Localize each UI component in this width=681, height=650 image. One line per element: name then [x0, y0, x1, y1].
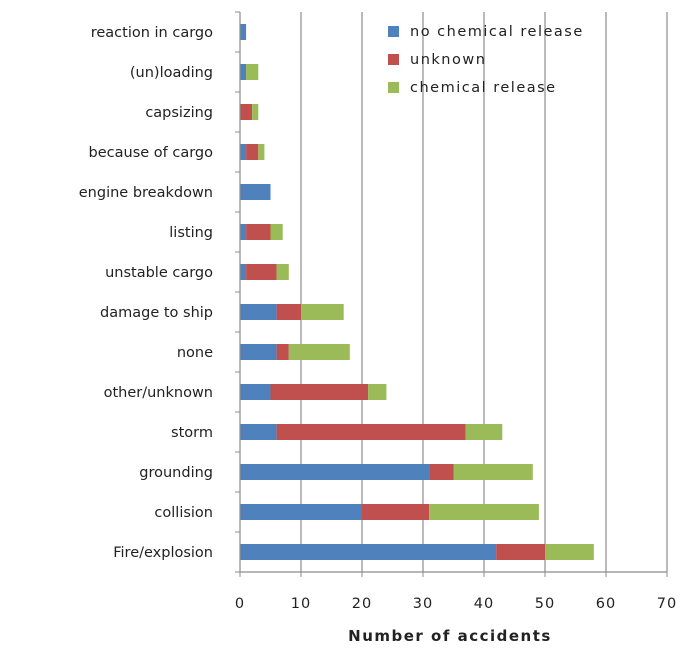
legend-label: chemical release: [410, 80, 557, 96]
bar-segment: [240, 104, 253, 120]
bar-segment: [288, 344, 350, 360]
bar-segment: [301, 304, 344, 320]
category-label: grounding: [139, 465, 213, 481]
x-axis-title: Number of accidents: [348, 627, 552, 645]
bar-segment: [465, 424, 503, 440]
bar-segment: [545, 544, 594, 560]
x-tick-label: 0: [235, 596, 245, 612]
bar-segment: [453, 464, 533, 480]
category-label: storm: [171, 425, 213, 441]
bar-segment: [276, 344, 289, 360]
category-label: because of cargo: [89, 145, 214, 161]
x-tick-label: 30: [413, 596, 433, 612]
legend-swatch: [388, 54, 399, 65]
category-label: listing: [169, 225, 213, 241]
bar-segment: [246, 64, 259, 80]
bar-segment: [429, 464, 454, 480]
category-label: unstable cargo: [105, 265, 213, 281]
bar-segment: [246, 224, 271, 240]
bar-segment: [240, 144, 247, 160]
category-label: damage to ship: [100, 305, 213, 321]
bar-segment: [362, 504, 430, 520]
category-label: capsizing: [145, 105, 213, 121]
bar-segment: [276, 264, 289, 280]
bar-segment: [240, 184, 271, 200]
x-tick-label: 10: [291, 596, 311, 612]
category-label: reaction in cargo: [91, 25, 213, 41]
bar-segment: [429, 504, 539, 520]
legend-swatch: [388, 82, 399, 93]
bar-segment: [240, 264, 247, 280]
bar-segment: [246, 264, 277, 280]
bar-segment: [240, 224, 247, 240]
bar-segment: [270, 384, 369, 400]
bar-segment: [270, 224, 283, 240]
bar-segment: [240, 344, 277, 360]
bar-segment: [496, 544, 545, 560]
x-tick-label: 50: [535, 596, 555, 612]
category-label: none: [177, 345, 213, 361]
x-tick-label: 20: [352, 596, 372, 612]
gridlines: [300, 12, 668, 572]
x-tick-label: 60: [596, 596, 616, 612]
bar-segment: [240, 424, 277, 440]
category-label: other/unknown: [104, 385, 213, 401]
bar-segment: [368, 384, 387, 400]
bars: [240, 24, 594, 560]
axes: reaction in cargo (un)loading capsizing bec…: [79, 11, 677, 612]
bar-segment: [240, 464, 430, 480]
x-tick-label: 70: [657, 596, 677, 612]
bar-segment: [240, 64, 247, 80]
bar-segment: [240, 384, 271, 400]
bar-segment: [246, 144, 259, 160]
x-tick-label: 40: [474, 596, 494, 612]
category-label: collision: [154, 505, 213, 521]
bar-segment: [276, 304, 301, 320]
bar-segment: [258, 144, 265, 160]
category-label: (un)loading: [130, 65, 213, 81]
legend-label: unknown: [410, 52, 486, 68]
legend: no chemical release unknown chemical relea…: [388, 24, 584, 96]
bar-segment: [252, 104, 259, 120]
category-label: engine breakdown: [79, 185, 213, 201]
bar-segment: [240, 504, 362, 520]
legend-swatch: [388, 26, 399, 37]
bar-segment: [240, 304, 277, 320]
category-label: Fire/explosion: [113, 545, 213, 561]
bar-segment: [240, 24, 247, 40]
bar-segment: [240, 544, 497, 560]
bar-segment: [276, 424, 466, 440]
legend-label: no chemical release: [410, 24, 584, 40]
